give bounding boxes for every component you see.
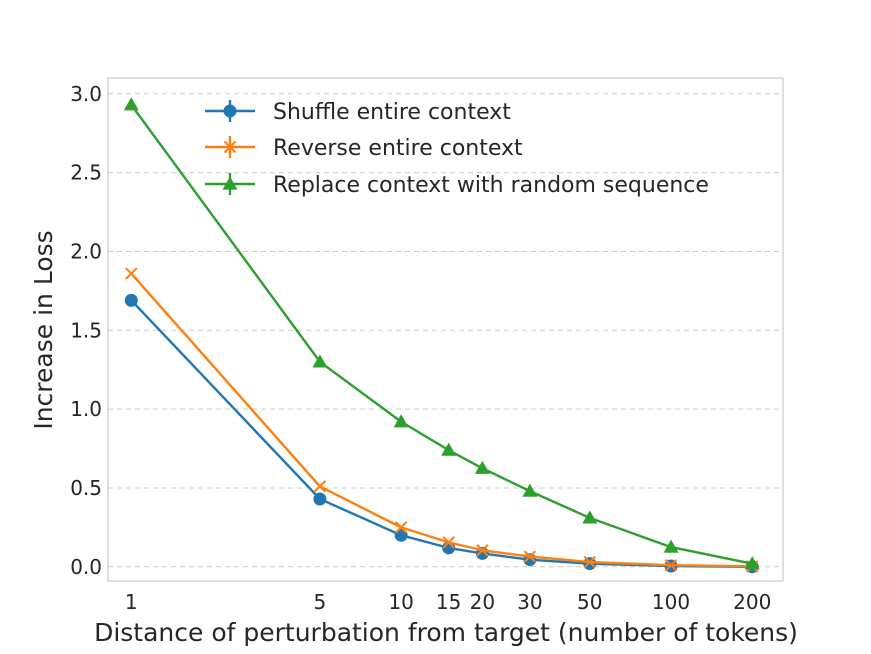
y-axis-ticks: 0.0 0.5 1.0 1.5 2.0 2.5 3.0	[70, 82, 102, 579]
data-point	[313, 492, 327, 506]
x-tick-label: 50	[577, 590, 602, 614]
plot-frame	[107, 77, 784, 582]
data-point	[223, 140, 237, 154]
data-point	[582, 510, 598, 524]
y-tick-label: 0.5	[70, 476, 102, 500]
x-axis-ticks: 1 5 10 15 20 30 50 100 200	[125, 590, 771, 614]
y-axis-label: Increase in Loss	[29, 230, 58, 429]
data-point	[522, 483, 538, 497]
data-point	[523, 550, 537, 563]
legend-label: Replace context with random sequence	[273, 173, 709, 198]
legend-label: Reverse entire context	[273, 136, 523, 161]
data-point	[476, 544, 489, 557]
data-point	[125, 267, 138, 280]
y-tick-label: 3.0	[70, 82, 102, 106]
grid-lines	[108, 93, 783, 568]
x-tick-label: 1	[125, 590, 138, 614]
legend-entry: Replace context with random sequence	[205, 173, 709, 198]
data-point	[223, 104, 237, 118]
x-tick-label: 100	[652, 590, 690, 614]
series-triangle	[123, 97, 760, 570]
legend-entry: Reverse entire context	[205, 136, 523, 161]
data-point	[664, 559, 678, 572]
data-point	[312, 354, 328, 368]
x-tick-label: 15	[436, 590, 461, 614]
x-tick-label: 10	[388, 590, 413, 614]
y-tick-label: 1.0	[70, 397, 102, 421]
x-tick-label: 200	[733, 590, 771, 614]
data-point	[583, 555, 596, 569]
x-tick-label: 30	[517, 590, 542, 614]
legend-entry: Shuffle entire context	[205, 100, 511, 125]
data-point	[222, 176, 238, 190]
data-point	[474, 460, 490, 474]
x-tick-label: 5	[314, 590, 327, 614]
data-point	[123, 97, 139, 111]
data-point	[442, 536, 455, 549]
data-point	[744, 556, 760, 570]
plot-background	[108, 78, 783, 581]
data-point	[583, 557, 597, 571]
x-tick-label: 20	[470, 590, 495, 614]
y-tick-label: 2.0	[70, 239, 102, 263]
x-axis-label: Distance of perturbation from target (nu…	[94, 618, 798, 647]
y-tick-label: 0.0	[70, 555, 102, 579]
data-point	[441, 442, 457, 456]
y-tick-label: 2.5	[70, 161, 102, 185]
data-point	[393, 414, 409, 428]
legend: Shuffle entire context Reverse entire con…	[205, 100, 709, 198]
data-point	[663, 539, 679, 553]
y-tick-label: 1.5	[70, 318, 102, 342]
series-group	[123, 97, 760, 574]
data-point	[394, 521, 408, 534]
legend-label: Shuffle entire context	[273, 100, 511, 125]
data-point	[313, 480, 327, 493]
data-point	[124, 293, 138, 307]
